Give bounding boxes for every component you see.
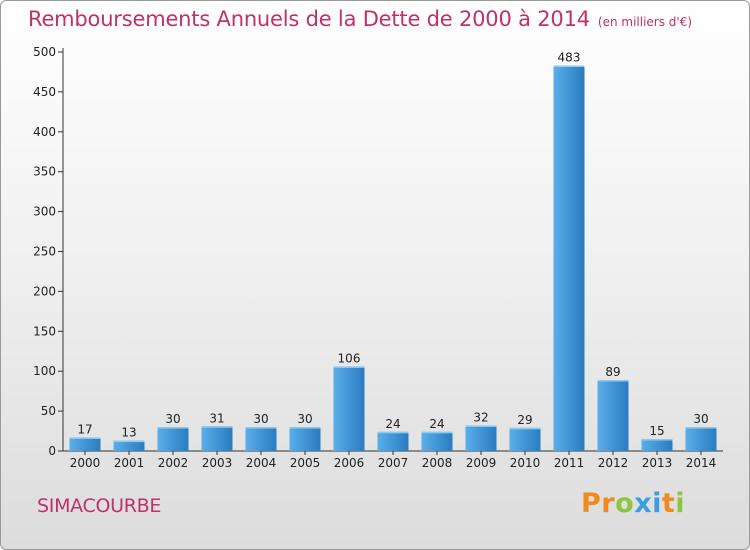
logo-letter: o: [615, 488, 635, 519]
y-tick-label: 0: [48, 444, 56, 458]
bar: [597, 379, 629, 451]
title-unit: (en milliers d'€): [597, 15, 693, 29]
bar-top-highlight: [157, 427, 189, 429]
y-tick-label: 350: [33, 165, 56, 179]
logo-letter: r: [601, 488, 616, 519]
x-tick-label: 2000: [70, 456, 101, 470]
chart-title: Remboursements Annuels de la Dette de 20…: [28, 7, 692, 31]
bar-top-highlight: [69, 437, 101, 439]
bar-value-label: 17: [77, 422, 92, 436]
x-tick-label: 2010: [510, 456, 541, 470]
x-tick-label: 2012: [598, 456, 629, 470]
bar-top-highlight: [377, 431, 409, 434]
bar: [245, 427, 277, 451]
bar: [553, 65, 585, 451]
logo-letter: i: [652, 488, 662, 519]
bar-top-highlight: [465, 425, 497, 427]
x-tick-label: 2007: [378, 456, 409, 470]
bar: [377, 431, 409, 451]
bar-top-highlight: [113, 440, 145, 443]
bar: [157, 427, 189, 451]
bar-value-label: 13: [121, 426, 136, 440]
y-tick-label: 250: [33, 245, 56, 259]
bar-value-label: 24: [385, 417, 400, 431]
bar-value-label: 30: [253, 412, 268, 426]
bar-top-highlight: [685, 427, 717, 429]
x-tick-label: 2004: [246, 456, 277, 470]
title-main: Remboursements Annuels de la Dette de 20…: [28, 7, 590, 31]
bar-top-highlight: [289, 427, 321, 429]
y-tick-label: 200: [33, 284, 56, 298]
logo-letter: P: [581, 488, 602, 519]
x-tick-label: 2001: [114, 456, 145, 470]
x-tick-label: 2008: [422, 456, 453, 470]
logo-letter: i: [675, 488, 686, 519]
bar: [113, 440, 145, 451]
x-tick-label: 2013: [642, 456, 673, 470]
x-tick-label: 2002: [158, 456, 189, 470]
bar: [685, 427, 717, 451]
logo-letter: x: [634, 488, 653, 519]
bar: [333, 366, 365, 451]
bars: 17 13 30 31 30 30 106 24 24 32 29 483 89 15 30: [69, 51, 717, 451]
bar-top-highlight: [597, 379, 629, 382]
x-tick-label: 2009: [466, 456, 497, 470]
y-tick-label: 300: [33, 205, 56, 219]
bar: [69, 437, 101, 451]
bar-value-label: 15: [649, 424, 664, 438]
bar-value-label: 30: [165, 412, 180, 426]
x-tick-label: 2005: [290, 456, 321, 470]
axes: 0 50 100 150 200 250 300 350 400 450 500 2000 2001 20…: [33, 45, 723, 470]
bar-top-highlight: [421, 431, 453, 434]
bar-value-label: 31: [209, 411, 224, 425]
bar: [465, 425, 497, 451]
x-tick-label: 2006: [334, 456, 365, 470]
y-tick-label: 100: [33, 364, 56, 378]
bar-top-highlight: [641, 439, 673, 441]
bar-value-label: 483: [558, 51, 581, 65]
bar-top-highlight: [509, 427, 541, 430]
bar: [289, 427, 321, 451]
bar-top-highlight: [553, 65, 585, 68]
y-tick-label: 450: [33, 85, 56, 99]
y-tick-label: 500: [33, 45, 56, 59]
logo-letter: t: [661, 488, 676, 519]
bar: [201, 426, 233, 451]
y-tick-label: 150: [33, 324, 56, 338]
bar-value-label: 30: [693, 412, 708, 426]
commune-name: SIMACOURBE: [37, 495, 162, 517]
x-tick-label: 2003: [202, 456, 233, 470]
y-tick-label: 50: [41, 404, 56, 418]
bar: [509, 427, 541, 451]
proxiti-logo: Proxiti: [581, 488, 685, 519]
bar-value-label: 24: [429, 417, 444, 431]
x-tick-label: 2014: [686, 456, 717, 470]
x-tick-label: 2011: [554, 456, 585, 470]
bar-value-label: 89: [605, 365, 620, 379]
bar-top-highlight: [333, 366, 365, 368]
bar: [421, 431, 453, 451]
y-tick-label: 400: [33, 125, 56, 139]
bar-top-highlight: [201, 426, 233, 428]
bar: [641, 439, 673, 451]
bar-top-highlight: [245, 427, 277, 429]
bar-value-label: 29: [517, 413, 532, 427]
bar-value-label: 30: [297, 412, 312, 426]
bar-value-label: 106: [338, 351, 361, 365]
bar-value-label: 32: [473, 410, 488, 424]
